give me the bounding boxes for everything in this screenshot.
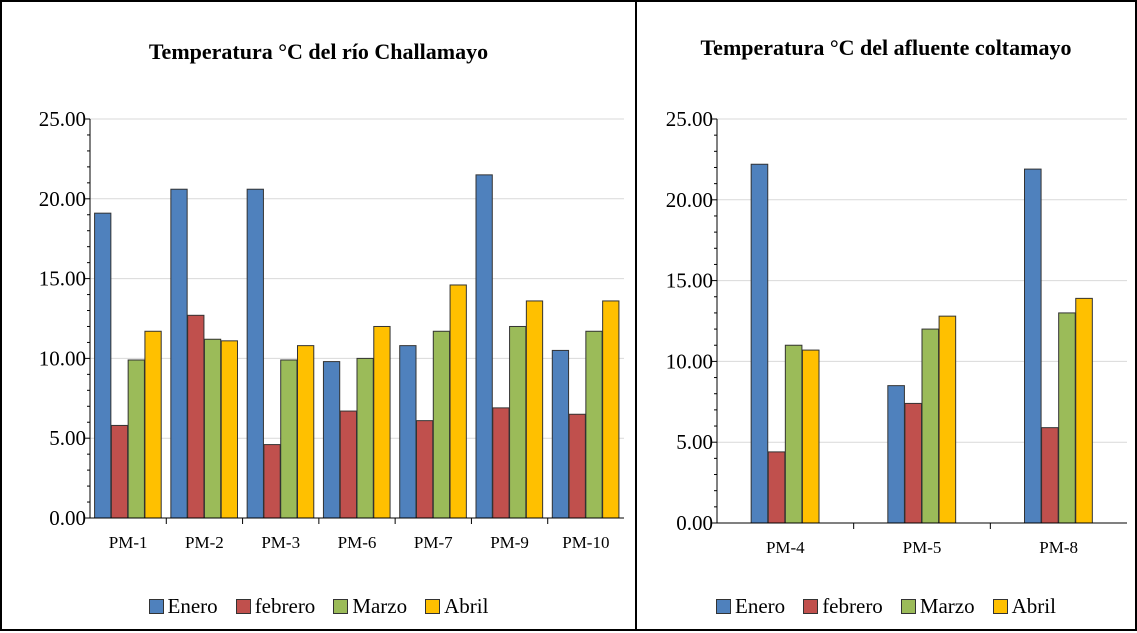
bar-febrero-pm-5 xyxy=(904,402,922,524)
bar-abril-pm-7 xyxy=(449,284,467,519)
x-tick-label: PM-6 xyxy=(338,533,377,552)
bar-marzo-pm-4 xyxy=(784,344,803,524)
legend-item-abril: Abril xyxy=(425,594,488,619)
bar-marzo-pm-8 xyxy=(1058,312,1076,524)
legend: Enero febrero Marzo Abril xyxy=(2,594,635,619)
legend-label: Enero xyxy=(735,594,786,618)
bar-chart-coltamayo: 0.00 5.00 10.00 15.00 20.00 25.00 PM-4 PM-5 PM-8 xyxy=(666,107,1127,557)
chart-panel-challamayo: Temperatura °C del río Challamayo 0.00 5.… xyxy=(0,0,637,631)
legend-label: febrero xyxy=(254,594,316,618)
y-tick-label: 0.00 xyxy=(49,506,86,530)
bar-febrero-pm-8 xyxy=(1041,427,1059,524)
legend-item-marzo: Marzo xyxy=(333,594,407,619)
x-tick-label: PM-5 xyxy=(903,538,942,557)
chart-title: Temperatura °C del afluente coltamayo xyxy=(700,35,1072,60)
legend-item-enero: Enero xyxy=(148,594,218,619)
y-tick-label: 25.00 xyxy=(39,107,86,131)
legend-label: Marzo xyxy=(352,594,408,618)
x-tick-label: PM-2 xyxy=(185,533,224,552)
legend-item-febrero: febrero xyxy=(803,594,883,619)
bar-marzo-pm-9 xyxy=(509,325,527,519)
legend-label: Abril xyxy=(444,594,489,618)
bar-febrero-pm-4 xyxy=(767,451,786,524)
x-tick-label: PM-1 xyxy=(109,533,148,552)
bar-abril-pm-1 xyxy=(144,330,162,519)
legend-swatch-febrero xyxy=(803,599,819,614)
chart-panel-coltamayo: Temperatura °C del afluente coltamayo 0.… xyxy=(635,0,1137,631)
y-tick-label: 10.00 xyxy=(39,346,86,370)
legend-item-abril: Abril xyxy=(992,594,1056,619)
bar-marzo-pm-10 xyxy=(585,330,603,519)
bar-abril-pm-4 xyxy=(801,349,820,524)
bar-febrero-pm-2 xyxy=(187,314,205,519)
bar-enero-pm-7 xyxy=(399,345,417,519)
bar-abril-pm-6 xyxy=(373,325,391,519)
y-tick-label: 5.00 xyxy=(676,430,713,454)
bar-enero-pm-1 xyxy=(94,212,112,519)
y-tick-label: 25.00 xyxy=(666,107,713,131)
legend-item-enero: Enero xyxy=(716,594,785,619)
bar-febrero-pm-7 xyxy=(416,420,434,519)
bar-enero-pm-2 xyxy=(170,188,188,519)
legend-swatch-febrero xyxy=(235,599,251,614)
bar-febrero-pm-9 xyxy=(492,407,510,519)
y-tick-label: 5.00 xyxy=(49,426,86,450)
bar-febrero-pm-1 xyxy=(110,424,129,519)
bar-abril-pm-10 xyxy=(602,300,620,519)
y-tick-label: 10.00 xyxy=(666,349,713,373)
legend: Enero febrero Marzo Abril xyxy=(637,594,1135,619)
x-tick-label: PM-3 xyxy=(261,533,300,552)
bar-marzo-pm-3 xyxy=(280,359,298,519)
bar-chart-challamayo: 0.00 5.00 10.00 15.00 20.00 25.00 PM-1 PM-2 PM-3… xyxy=(39,107,624,552)
bar-abril-pm-9 xyxy=(525,300,544,519)
y-tick-label: 0.00 xyxy=(676,511,713,535)
bar-enero-pm-9 xyxy=(475,174,493,519)
x-tick-label: PM-8 xyxy=(1039,538,1078,557)
y-tick-label: 20.00 xyxy=(39,187,86,211)
bar-enero-pm-8 xyxy=(1024,168,1042,524)
bar-febrero-pm-10 xyxy=(568,413,586,519)
y-tick-label: 15.00 xyxy=(39,267,86,291)
bar-marzo-pm-6 xyxy=(356,357,374,519)
bar-enero-pm-6 xyxy=(322,361,341,519)
bar-enero-pm-10 xyxy=(551,349,570,519)
bar-febrero-pm-3 xyxy=(263,444,281,519)
legend-label: Marzo xyxy=(919,594,975,618)
x-tick-label: PM-4 xyxy=(766,538,805,557)
y-tick-label: 20.00 xyxy=(666,188,713,212)
legend-label: febrero xyxy=(822,594,883,618)
legend-item-marzo: Marzo xyxy=(900,594,975,619)
bar-abril-pm-5 xyxy=(938,315,957,524)
bar-enero-pm-4 xyxy=(750,163,769,524)
y-tick-label: 15.00 xyxy=(666,269,713,293)
legend-swatch-marzo xyxy=(333,599,349,614)
legend-swatch-abril xyxy=(992,599,1008,614)
bar-marzo-pm-1 xyxy=(127,359,145,519)
bar-abril-pm-2 xyxy=(220,340,238,519)
legend-swatch-marzo xyxy=(900,599,916,614)
bar-enero-pm-3 xyxy=(246,188,264,519)
x-tick-label: PM-10 xyxy=(562,533,609,552)
legend-swatch-abril xyxy=(425,599,441,614)
bar-marzo-pm-5 xyxy=(921,328,940,524)
legend-swatch-enero xyxy=(148,599,164,614)
legend-label: Enero xyxy=(167,594,218,618)
bar-abril-pm-3 xyxy=(296,345,315,519)
x-tick-label: PM-9 xyxy=(490,533,529,552)
legend-swatch-enero xyxy=(716,599,732,614)
legend-label: Abril xyxy=(1011,594,1056,618)
x-tick-label: PM-7 xyxy=(414,533,453,552)
bar-marzo-pm-2 xyxy=(203,338,222,519)
legend-item-febrero: febrero xyxy=(235,594,316,619)
bar-enero-pm-5 xyxy=(887,385,905,524)
bar-febrero-pm-6 xyxy=(339,410,357,519)
chart-title: Temperatura °C del río Challamayo xyxy=(148,39,489,64)
bar-abril-pm-8 xyxy=(1075,297,1093,524)
bar-marzo-pm-7 xyxy=(432,330,451,519)
